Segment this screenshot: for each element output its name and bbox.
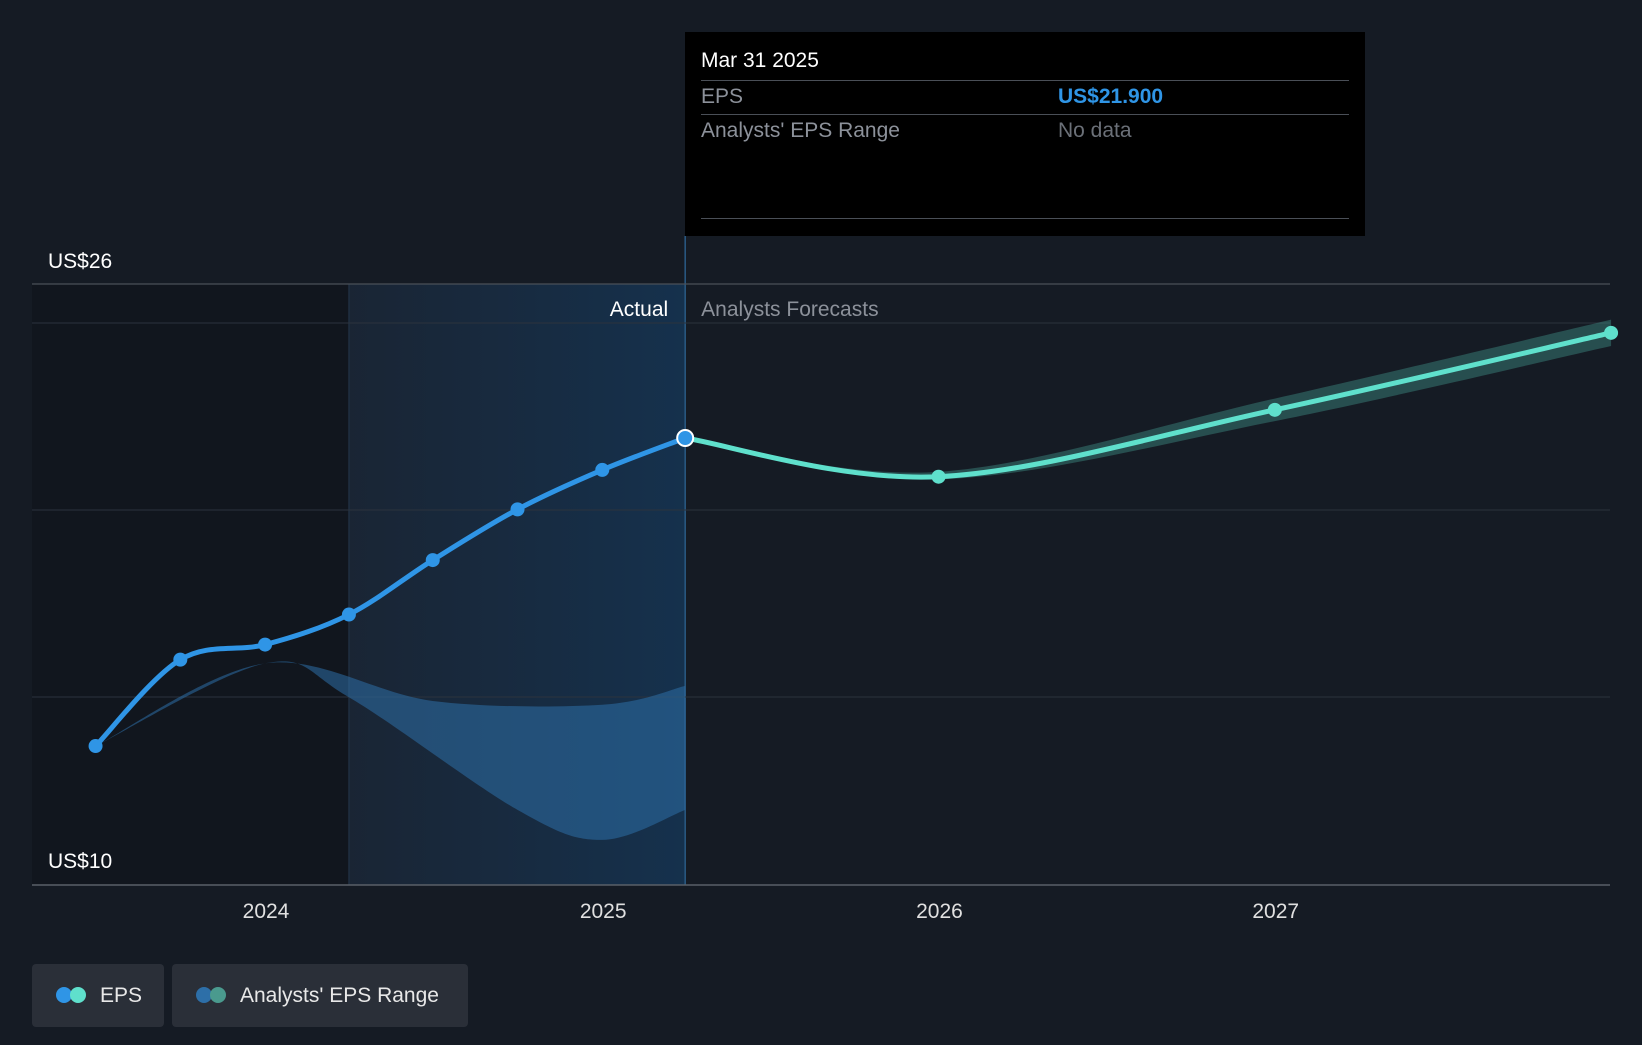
eps-actual-point-6[interactable] bbox=[595, 462, 610, 477]
x-tick-2025: 2025 bbox=[580, 900, 627, 923]
eps-actual-point-1[interactable] bbox=[173, 652, 188, 667]
forecast-range-band bbox=[685, 319, 1612, 480]
legend-eps-label: EPS bbox=[100, 983, 143, 1007]
eps-actual-point-2[interactable] bbox=[258, 637, 273, 652]
eps-forecast-line bbox=[682, 330, 1614, 480]
tooltip-row-eps: EPS US$21.900 bbox=[701, 81, 1349, 115]
legend-eps-button[interactable]: EPS bbox=[32, 964, 164, 1027]
past-background bbox=[32, 284, 349, 885]
range-legend-icon bbox=[196, 986, 228, 1005]
tooltip: Mar 31 2025 EPS US$21.900 Analysts' EPS … bbox=[685, 32, 1365, 236]
x-tick-2024: 2024 bbox=[243, 900, 290, 923]
eps-forecast-point-2[interactable] bbox=[1604, 325, 1619, 340]
legend-range-button[interactable]: Analysts' EPS Range bbox=[172, 964, 468, 1027]
eps-actual-point-3[interactable] bbox=[341, 607, 356, 622]
eps-actual-point-0[interactable] bbox=[88, 739, 103, 754]
eps-forecast-point-0[interactable] bbox=[931, 469, 946, 484]
tooltip-eps-label: EPS bbox=[701, 85, 744, 108]
eps-legend-icon bbox=[56, 986, 88, 1005]
eps-forecast-point-1[interactable] bbox=[1267, 402, 1282, 417]
tooltip-row-range: Analysts' EPS Range No data bbox=[701, 115, 1349, 217]
y-axis-top-label: US$26 bbox=[48, 250, 112, 273]
eps-highlight-point[interactable] bbox=[676, 429, 695, 448]
legend-range-label: Analysts' EPS Range bbox=[240, 983, 439, 1007]
eps-actual-point-4[interactable] bbox=[425, 553, 440, 568]
tooltip-range-value: No data bbox=[1058, 119, 1132, 142]
eps-actual-point-5[interactable] bbox=[510, 502, 525, 517]
forecast-region-label: Analysts Forecasts bbox=[701, 298, 878, 321]
eps-range-band bbox=[95, 661, 686, 840]
x-tick-2026: 2026 bbox=[916, 900, 963, 923]
actual-region-label: Actual bbox=[610, 298, 668, 321]
y-axis-bottom-label: US$10 bbox=[48, 850, 112, 873]
tooltip-eps-value: US$21.900 bbox=[1058, 85, 1164, 108]
tooltip-date: Mar 31 2025 bbox=[701, 46, 1349, 81]
tooltip-divider bbox=[701, 218, 1349, 219]
tooltip-range-label: Analysts' EPS Range bbox=[701, 119, 900, 142]
x-tick-2027: 2027 bbox=[1252, 900, 1299, 923]
